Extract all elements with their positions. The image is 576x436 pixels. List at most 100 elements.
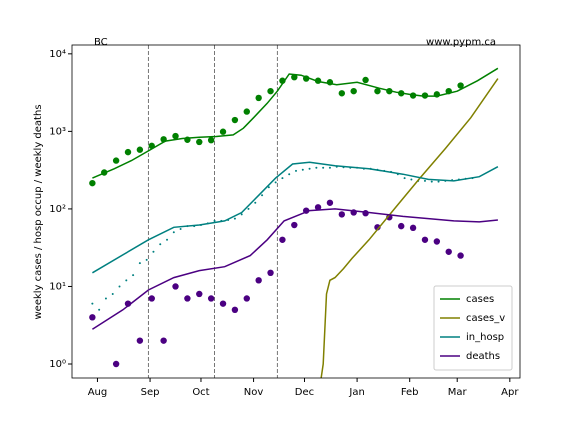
data-point: [326, 199, 334, 206]
data-point: [338, 90, 346, 97]
data-point: [374, 87, 381, 95]
legend-label: in_hosp: [466, 332, 504, 343]
data-point: [403, 177, 406, 180]
data-point: [184, 295, 191, 302]
data-point: [240, 213, 243, 216]
x-tick-label: Apr: [501, 387, 519, 398]
data-point: [350, 87, 357, 95]
data-point: [89, 179, 96, 187]
legend-label: deaths: [466, 351, 500, 362]
data-point: [166, 238, 169, 241]
data-point: [410, 178, 413, 181]
x-tick-label: Mar: [448, 387, 468, 398]
data-point: [314, 204, 322, 211]
data-point: [152, 250, 155, 253]
data-point: [301, 168, 304, 171]
data-point: [219, 128, 227, 135]
data-point: [207, 136, 215, 144]
plot-area: [89, 45, 499, 378]
data-point: [430, 180, 433, 183]
data-point: [279, 236, 286, 243]
data-point: [231, 116, 239, 124]
data-point: [308, 167, 311, 170]
data-point: [261, 194, 264, 197]
x-tick-label: Nov: [244, 387, 264, 398]
data-point: [288, 173, 291, 176]
data-point: [423, 179, 426, 182]
data-point: [138, 262, 141, 265]
data-point: [457, 252, 464, 259]
data-point: [421, 236, 429, 243]
data-point: [437, 180, 440, 183]
data-point: [274, 181, 277, 184]
data-point: [132, 274, 135, 277]
x-tick-label: Jan: [348, 387, 364, 398]
data-point: [243, 108, 250, 115]
data-point: [112, 360, 120, 368]
y-tick-label: 10¹: [49, 281, 66, 292]
data-point: [172, 283, 179, 290]
data-point: [255, 94, 262, 102]
x-tick-label: Oct: [192, 387, 209, 398]
data-point: [374, 224, 381, 231]
data-point: [295, 169, 297, 172]
y-tick-label: 10³: [49, 126, 66, 137]
data-point: [124, 148, 132, 156]
data-point: [254, 201, 257, 204]
y-tick-label: 10²: [49, 204, 66, 215]
data-point: [111, 292, 114, 295]
data-point: [196, 138, 203, 146]
data-point: [231, 306, 239, 314]
data-point: [398, 222, 405, 230]
x-tick-label: Feb: [401, 387, 419, 398]
data-point: [267, 186, 270, 189]
data-point: [91, 302, 94, 305]
data-point: [338, 211, 346, 218]
y-axis-label: weekly cases / hosp occup / weekly death…: [33, 104, 44, 319]
data-point: [160, 337, 167, 344]
x-tick-label: Dec: [295, 387, 314, 398]
data-point: [233, 217, 236, 220]
data-point: [136, 337, 144, 344]
data-point: [362, 76, 369, 84]
data-point: [136, 146, 144, 153]
data-point: [159, 243, 162, 246]
source-label: www.pypm.ca: [426, 37, 496, 48]
data-point: [196, 290, 203, 298]
legend-label: cases: [466, 294, 494, 305]
data-point: [322, 166, 325, 169]
data-point: [98, 308, 101, 311]
data-point: [148, 295, 155, 302]
data-point: [267, 87, 274, 95]
axes-frame: [71, 44, 521, 379]
legend-box: [433, 285, 513, 371]
x-tick-label: Sep: [141, 387, 160, 398]
data-point: [89, 314, 96, 321]
series-line: [320, 78, 499, 378]
data-point: [328, 166, 331, 169]
series-line: [92, 161, 499, 274]
data-point: [243, 295, 250, 302]
data-point: [145, 258, 148, 261]
data-point: [118, 285, 121, 288]
series-line: [91, 208, 498, 330]
data-point: [267, 269, 274, 277]
data-point: [409, 224, 417, 232]
y-tick-label: 10⁴: [49, 49, 66, 60]
data-point: [281, 177, 284, 180]
data-point: [291, 221, 298, 229]
data-point: [255, 277, 262, 284]
legend-label: cases_v: [466, 313, 505, 324]
data-point: [219, 300, 227, 307]
data-point: [433, 238, 441, 245]
data-point: [315, 166, 318, 169]
data-point: [291, 73, 298, 81]
y-tick-label: 10⁰: [49, 359, 66, 370]
data-point: [172, 132, 179, 140]
data-point: [207, 295, 215, 302]
data-point: [247, 207, 250, 210]
data-point: [104, 297, 107, 300]
series-line: [92, 67, 499, 179]
data-point: [213, 219, 216, 222]
